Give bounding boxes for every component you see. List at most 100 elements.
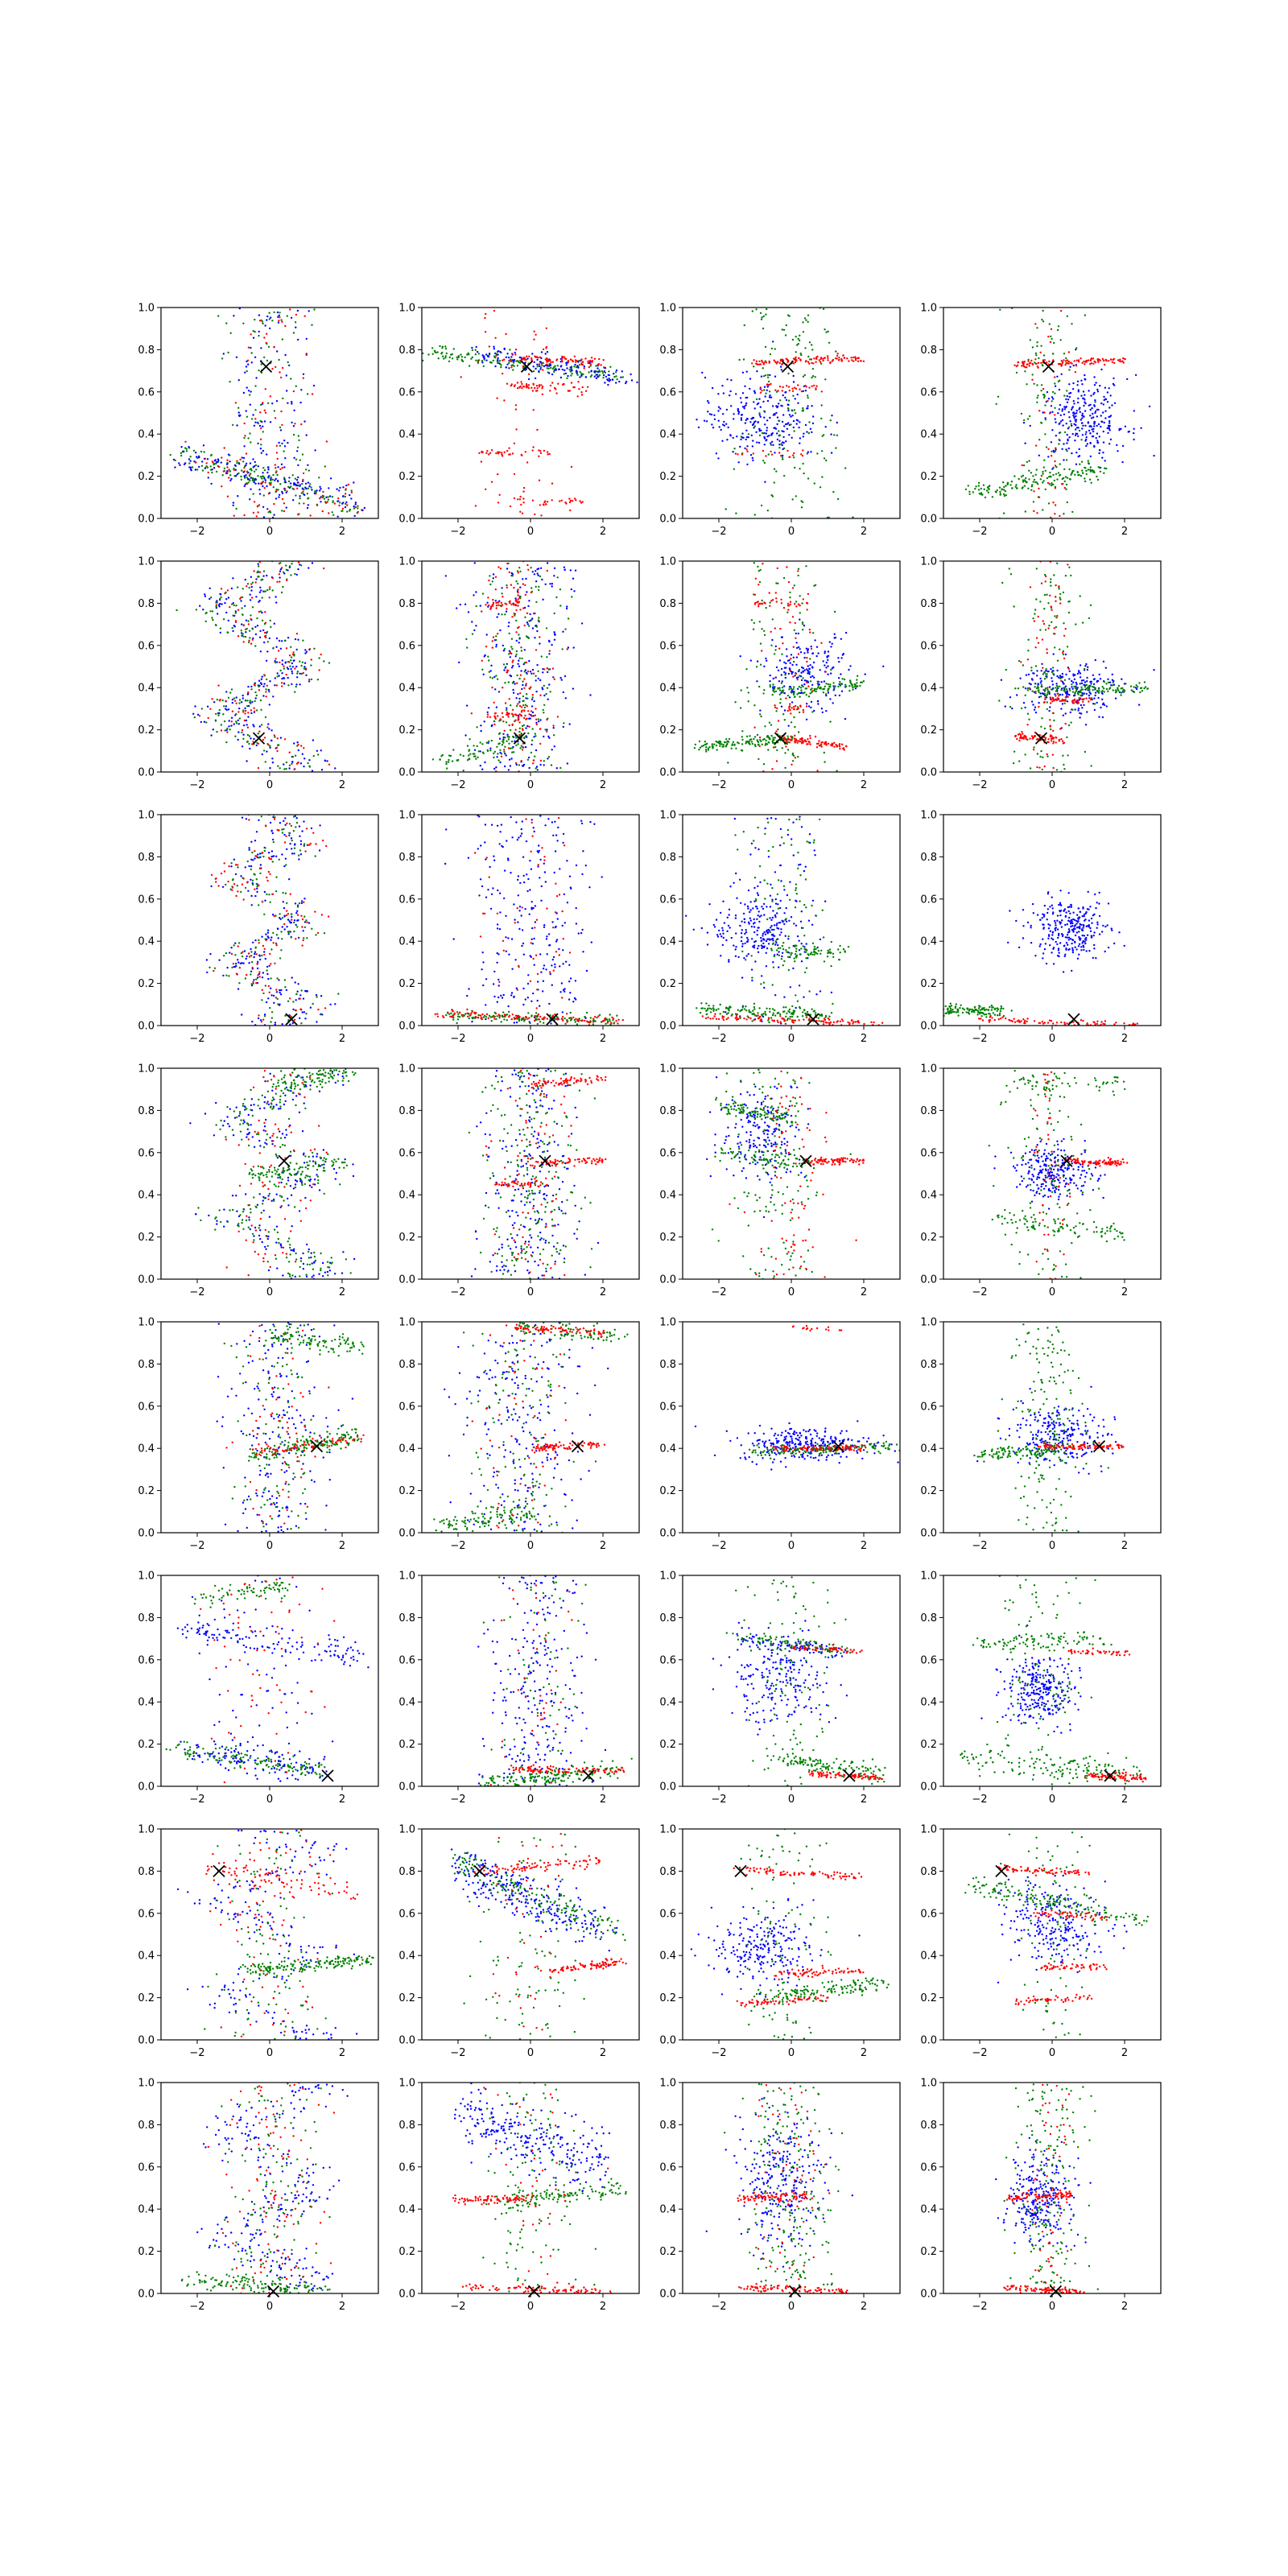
point — [986, 489, 989, 492]
point — [731, 744, 733, 747]
point — [276, 311, 279, 314]
point — [759, 663, 762, 666]
point — [275, 596, 277, 598]
point — [435, 351, 437, 354]
point — [536, 387, 539, 390]
point — [248, 735, 251, 737]
point — [211, 610, 214, 613]
point — [759, 713, 762, 716]
point — [494, 600, 497, 602]
point — [816, 355, 819, 358]
point — [1019, 677, 1022, 679]
point — [240, 475, 242, 478]
point — [260, 678, 263, 680]
point — [521, 387, 523, 390]
point — [201, 469, 204, 472]
point — [715, 744, 718, 747]
point — [303, 315, 306, 317]
point — [780, 691, 782, 694]
point — [444, 575, 447, 577]
point — [791, 587, 795, 589]
point — [591, 360, 594, 362]
point — [294, 477, 297, 480]
point — [263, 356, 266, 359]
point — [751, 310, 753, 312]
point — [799, 691, 802, 695]
point — [1060, 675, 1063, 679]
point — [778, 452, 781, 454]
point — [793, 737, 795, 740]
point — [749, 421, 752, 423]
point — [1066, 450, 1068, 452]
point — [1098, 716, 1100, 718]
point — [802, 629, 804, 631]
point — [781, 690, 784, 692]
point — [520, 732, 522, 735]
point — [806, 431, 808, 433]
point — [782, 606, 786, 609]
point — [341, 510, 343, 512]
point — [556, 576, 559, 579]
point — [250, 361, 253, 364]
point — [253, 481, 255, 484]
point — [306, 493, 309, 495]
point — [727, 426, 729, 429]
point — [247, 712, 250, 714]
point — [782, 691, 785, 694]
point — [1047, 502, 1051, 505]
point — [717, 419, 720, 422]
point — [1075, 420, 1077, 423]
point — [1108, 360, 1110, 362]
point — [552, 724, 555, 727]
point — [784, 391, 786, 394]
point — [820, 745, 823, 748]
point — [262, 570, 266, 572]
point — [1088, 478, 1092, 481]
point — [798, 646, 800, 649]
point — [203, 451, 205, 453]
point — [618, 380, 621, 383]
point — [794, 386, 796, 389]
point — [795, 351, 797, 353]
point — [466, 745, 469, 747]
point — [536, 365, 539, 368]
point — [482, 673, 485, 675]
point — [707, 747, 709, 749]
point — [500, 366, 502, 369]
point — [1030, 683, 1032, 686]
point — [827, 673, 829, 675]
point — [757, 601, 759, 603]
point — [524, 735, 527, 738]
point — [1055, 466, 1058, 469]
point — [290, 378, 292, 380]
point — [826, 656, 828, 658]
point — [1088, 691, 1091, 694]
point — [1040, 345, 1042, 347]
point — [1104, 460, 1106, 462]
point — [827, 650, 830, 653]
point — [561, 368, 564, 371]
point — [494, 352, 497, 355]
point — [720, 743, 723, 745]
point — [595, 377, 598, 380]
point — [263, 420, 266, 423]
point — [722, 423, 724, 426]
point — [787, 580, 791, 584]
point — [542, 361, 544, 365]
point — [1026, 460, 1029, 464]
point — [280, 591, 283, 594]
point — [839, 747, 841, 750]
point — [471, 356, 474, 358]
point — [615, 375, 617, 378]
point — [1051, 680, 1054, 683]
point — [533, 330, 535, 332]
point — [264, 621, 267, 624]
point — [1081, 707, 1084, 709]
point — [468, 365, 471, 367]
point — [711, 743, 713, 745]
point — [837, 685, 840, 688]
point — [350, 491, 353, 493]
point — [234, 735, 237, 737]
point — [517, 716, 519, 720]
point — [317, 753, 320, 756]
